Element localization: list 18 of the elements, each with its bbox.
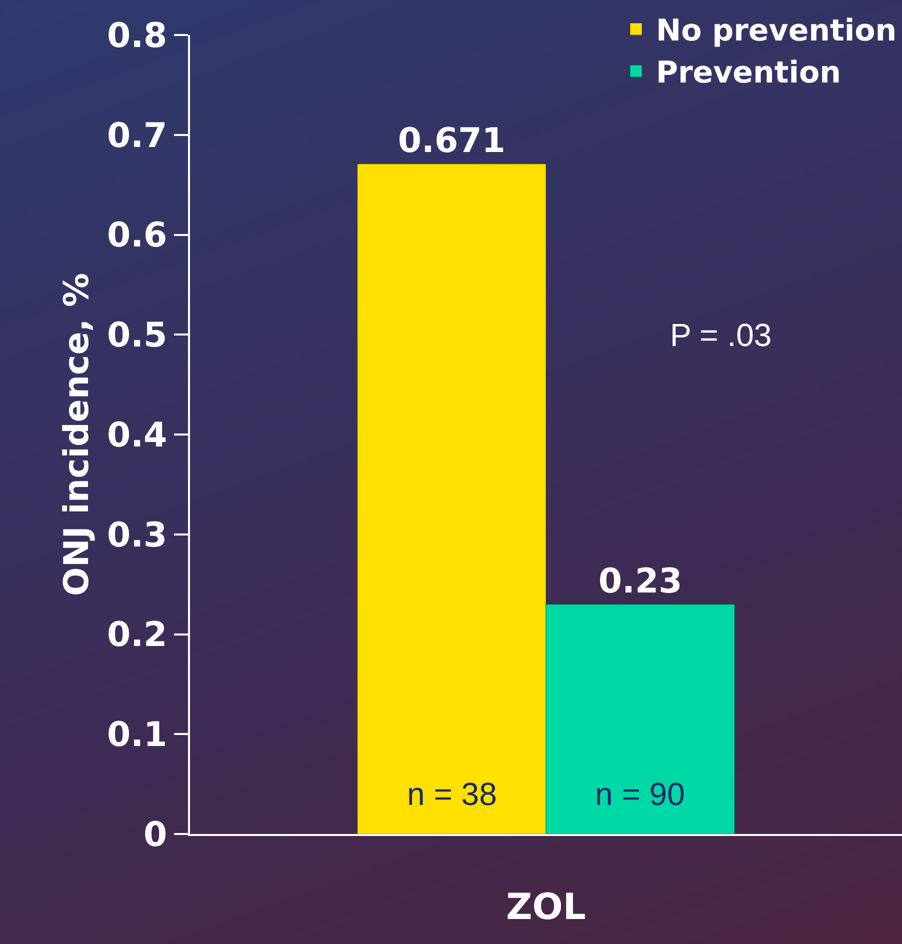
legend-label: No prevention (656, 14, 897, 49)
y-tick-label: 0.1 (106, 715, 168, 756)
data-label: 0.671 (398, 120, 506, 161)
x-tick-label: ZOL (506, 887, 586, 928)
y-tick-label: 0.6 (106, 216, 168, 256)
y-tick-label: 0 (144, 814, 168, 855)
y-axis-title: ONJ incidence, % (57, 272, 98, 596)
text: P = .03 (670, 317, 772, 353)
y-tick-label: 0.7 (106, 116, 168, 156)
legend-label: Prevention (656, 56, 841, 91)
y-tick-label: 0.5 (106, 316, 168, 356)
data-label: 0.23 (598, 561, 682, 602)
annotation: n = 90 (595, 776, 685, 812)
y-tick-label: 0.2 (106, 615, 168, 656)
y-tick-label: 0.4 (106, 415, 168, 456)
y-tick-label: 0.3 (106, 515, 168, 556)
y-tick-label: 0.8 (106, 16, 168, 56)
annotation: n = 38 (407, 776, 497, 812)
